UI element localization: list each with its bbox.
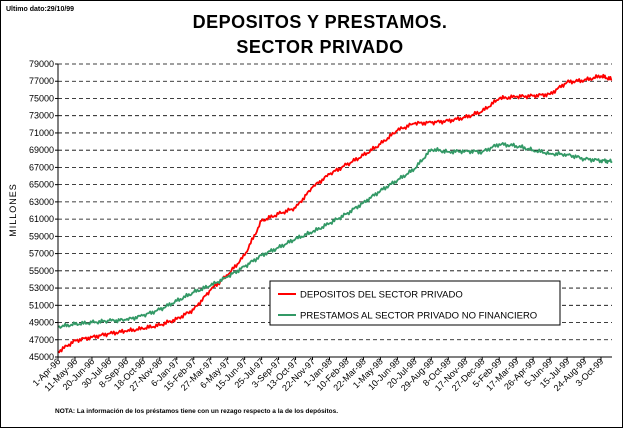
x-axis-ticks: 1-Apr-9611-May-9620-Jun-9630-Jul-968-Sep… (31, 356, 606, 393)
y-tick-label: 51000 (29, 300, 54, 310)
y-tick-label: 71000 (29, 128, 54, 138)
legend-label-depositos: DEPOSITOS DEL SECTOR PRIVADO (300, 290, 463, 301)
chart-title-line1: DEPOSITOS Y PRESTAMOS. (192, 12, 448, 32)
y-tick-label: 53000 (29, 283, 54, 293)
y-tick-label: 75000 (29, 93, 54, 103)
legend: DEPOSITOS DEL SECTOR PRIVADO PRESTAMOS A… (269, 280, 561, 326)
y-tick-label: 47000 (29, 335, 54, 345)
y-tick-label: 49000 (29, 318, 54, 328)
y-tick-label: 73000 (29, 111, 54, 121)
series-line-prestamos (57, 142, 613, 329)
y-tick-label: 69000 (29, 145, 54, 155)
plot-series (57, 73, 613, 354)
y-tick-label: 59000 (29, 231, 54, 241)
y-tick-label: 63000 (29, 197, 54, 207)
y-tick-label: 79000 (29, 59, 54, 69)
legend-box (269, 280, 561, 326)
y-tick-label: 45000 (29, 352, 54, 362)
y-axis-ticks: 45000 47000 49000 51000 53000 55000 57000 59000… (29, 59, 58, 362)
y-tick-label: 65000 (29, 180, 54, 190)
y-tick-label: 67000 (29, 162, 54, 172)
chart-title-line2: SECTOR PRIVADO (236, 37, 404, 57)
y-tick-label: 57000 (29, 249, 54, 259)
y-tick-label: 55000 (29, 266, 54, 276)
footnote: NOTA: La información de los préstamos ti… (55, 408, 339, 415)
legend-label-prestamos: PRESTAMOS AL SECTOR PRIVADO NO FINANCIER… (300, 311, 537, 322)
y-tick-label: 61000 (29, 214, 54, 224)
axes (57, 64, 612, 358)
series-line-depositos (57, 73, 613, 354)
y-tick-label: 77000 (29, 76, 54, 86)
update-note: Ultimo dato:29/10/99 (6, 6, 75, 13)
